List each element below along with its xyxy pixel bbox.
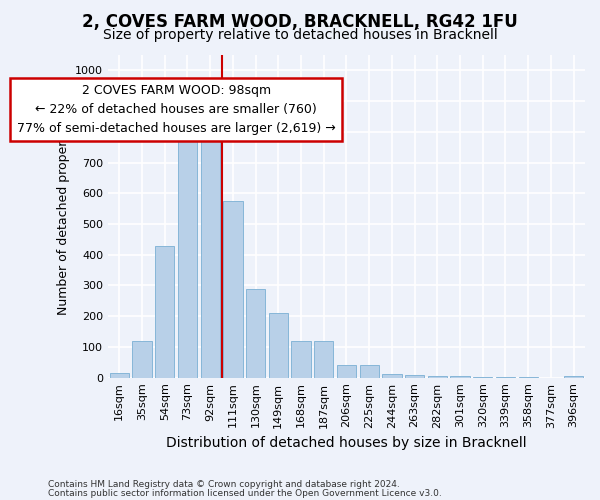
- Bar: [337, 365, 356, 378]
- Bar: [155, 246, 175, 378]
- Bar: [200, 132, 220, 378]
- Bar: [269, 313, 288, 378]
- Text: Contains public sector information licensed under the Open Government Licence v3: Contains public sector information licen…: [48, 488, 442, 498]
- Text: Size of property relative to detached houses in Bracknell: Size of property relative to detached ho…: [103, 28, 497, 42]
- Bar: [110, 373, 129, 378]
- Text: 2, COVES FARM WOOD, BRACKNELL, RG42 1FU: 2, COVES FARM WOOD, BRACKNELL, RG42 1FU: [82, 12, 518, 30]
- Bar: [473, 377, 493, 378]
- Text: 2 COVES FARM WOOD: 98sqm
← 22% of detached houses are smaller (760)
77% of semi-: 2 COVES FARM WOOD: 98sqm ← 22% of detach…: [17, 84, 335, 135]
- Bar: [292, 341, 311, 378]
- Bar: [223, 201, 242, 378]
- Bar: [428, 376, 447, 378]
- Bar: [314, 341, 334, 378]
- Bar: [178, 140, 197, 378]
- Y-axis label: Number of detached properties: Number of detached properties: [56, 118, 70, 315]
- Text: Contains HM Land Registry data © Crown copyright and database right 2024.: Contains HM Land Registry data © Crown c…: [48, 480, 400, 489]
- Bar: [359, 366, 379, 378]
- Bar: [246, 288, 265, 378]
- Bar: [451, 376, 470, 378]
- Bar: [564, 376, 583, 378]
- Bar: [496, 377, 515, 378]
- Bar: [405, 375, 424, 378]
- Bar: [133, 341, 152, 378]
- X-axis label: Distribution of detached houses by size in Bracknell: Distribution of detached houses by size …: [166, 436, 527, 450]
- Bar: [382, 374, 401, 378]
